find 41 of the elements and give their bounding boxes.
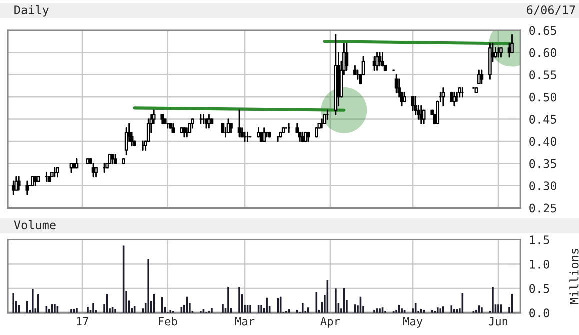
y-axis-title: Millions [570,249,579,304]
candlestick [381,52,384,67]
candlestick [208,114,211,129]
y-tick-label: 0.0 [530,308,550,318]
y-tick-label: 0.5 [530,284,550,294]
candlestick [378,52,382,67]
x-tick-label: Mar [235,317,255,326]
chart-title: Daily [14,5,49,17]
candlestick [262,127,266,142]
x-tick-label: May [404,317,423,328]
y-tick-label: 0.40 [530,137,557,146]
y-tick-label: 0.50 [530,92,557,102]
candlestick [478,70,481,84]
y-tick-label: 1.5 [530,236,550,245]
y-tick-label: 0.65 [530,26,556,36]
candlestick [26,180,30,196]
y-tick-label: 1.0 [530,260,550,269]
candlestick [345,43,349,72]
candlestick [510,34,514,54]
x-tick-label: Feb [159,317,178,326]
x-tick-label: 17 [77,317,88,326]
y-tick-label: 0.25 [530,204,556,213]
x-tick-label: Apr [320,317,340,328]
candlestick [442,87,446,107]
y-tick-label: 0.55 [530,70,556,80]
x-tick-label: Jun [489,317,508,326]
candlestick [480,70,484,84]
text: 6/06/17 [527,6,576,16]
candlestick [411,96,415,112]
y-tick-label: 0.35 [530,159,556,168]
y-tick-label: 0.60 [530,48,557,58]
y-tick-label: 0.30 [530,182,557,191]
candlestick [17,176,21,191]
y-tick-label: 0.45 [530,115,556,124]
candlestick [238,110,242,138]
candlestick [422,110,426,124]
candlestick [414,96,418,116]
chart-title: Volume [14,220,56,230]
candlestick [420,105,423,124]
candlestick [452,92,456,107]
candlestick [376,52,379,72]
